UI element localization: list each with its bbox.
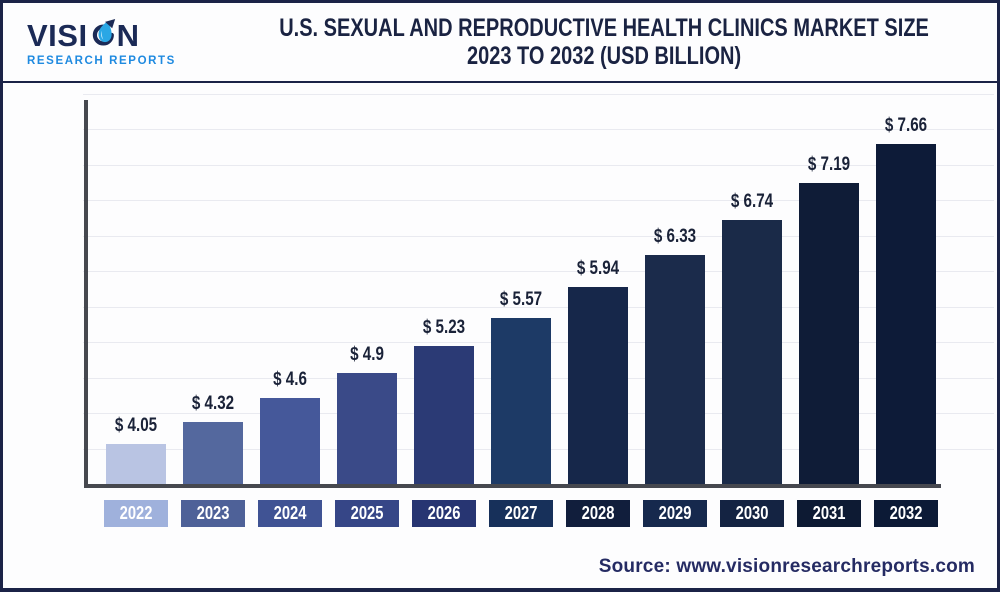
bar-2030 <box>722 220 782 484</box>
chart-title: U.S. SEXUAL AND REPRODUCTIVE HEALTH CLIN… <box>279 14 929 70</box>
gridline <box>83 271 994 272</box>
droplet-swoosh-icon <box>89 18 116 52</box>
brand-text-left: VISI <box>27 17 88 53</box>
brand-text-right: N <box>116 17 140 53</box>
value-label-2026: $ 5.23 <box>422 317 466 338</box>
bar-2029 <box>645 255 705 484</box>
value-label-2025: $ 4.9 <box>350 344 384 365</box>
value-label-2024: $ 4.6 <box>273 369 307 390</box>
year-label-2026: 2026 <box>412 500 476 527</box>
value-label-2030: $ 6.74 <box>730 191 774 212</box>
bar-2024 <box>260 398 320 484</box>
brand-wordmark: VISI N <box>27 18 198 54</box>
year-label-2031: 2031 <box>797 500 861 527</box>
bar-2032 <box>876 144 936 484</box>
year-label-2030: 2030 <box>720 500 784 527</box>
bar-2027 <box>491 318 551 484</box>
bar-2022 <box>106 444 166 484</box>
gridline <box>83 306 994 308</box>
year-label-2028: 2028 <box>566 500 630 527</box>
brand-logo: VISI N RESEARCH REPORTS <box>3 18 198 67</box>
bar-2023 <box>183 422 243 484</box>
bar-2026 <box>414 346 474 484</box>
value-label-2031: $ 7.19 <box>807 154 851 175</box>
gridline <box>83 93 994 95</box>
year-label-2032: 2032 <box>874 500 938 527</box>
value-label-2022: $ 4.05 <box>114 415 158 436</box>
y-axis-line <box>84 100 88 488</box>
title-area: U.S. SEXUAL AND REPRODUCTIVE HEALTH CLIN… <box>198 14 997 70</box>
chart-title-line2: 2023 TO 2032 (USD BILLION) <box>466 42 742 70</box>
value-label-2028: $ 5.94 <box>576 258 620 279</box>
brand-subtitle: RESEARCH REPORTS <box>27 54 176 67</box>
gridline <box>83 235 994 237</box>
gridline <box>83 200 994 201</box>
value-label-2027: $ 5.57 <box>499 289 543 310</box>
year-label-2029: 2029 <box>643 500 707 527</box>
year-label-2025: 2025 <box>335 500 399 527</box>
year-label-2023: 2023 <box>181 500 245 527</box>
value-label-2029: $ 6.33 <box>653 226 697 247</box>
x-axis-line <box>84 484 941 488</box>
bar-2028 <box>568 287 628 484</box>
gridline <box>83 129 994 130</box>
source-attribution: Source: www.visionresearchreports.com <box>598 556 975 577</box>
header: VISI N RESEARCH REPORTS U.S. SEXUAL AND … <box>3 3 997 83</box>
year-label-2024: 2024 <box>258 500 322 527</box>
bar-2025 <box>337 373 397 484</box>
bar-2031 <box>799 183 859 484</box>
chart-title-line1: U.S. SEXUAL AND REPRODUCTIVE HEALTH CLIN… <box>279 14 929 42</box>
year-label-2027: 2027 <box>489 500 553 527</box>
year-label-2022: 2022 <box>104 500 168 527</box>
gridline <box>83 164 994 166</box>
value-label-2032: $ 7.66 <box>884 115 928 136</box>
value-label-2023: $ 4.32 <box>191 393 235 414</box>
plot-area: $ 4.05 2022 $ 4.32 2023 $ 4.6 2024 $ 4.9 2025 $ … <box>3 83 997 588</box>
